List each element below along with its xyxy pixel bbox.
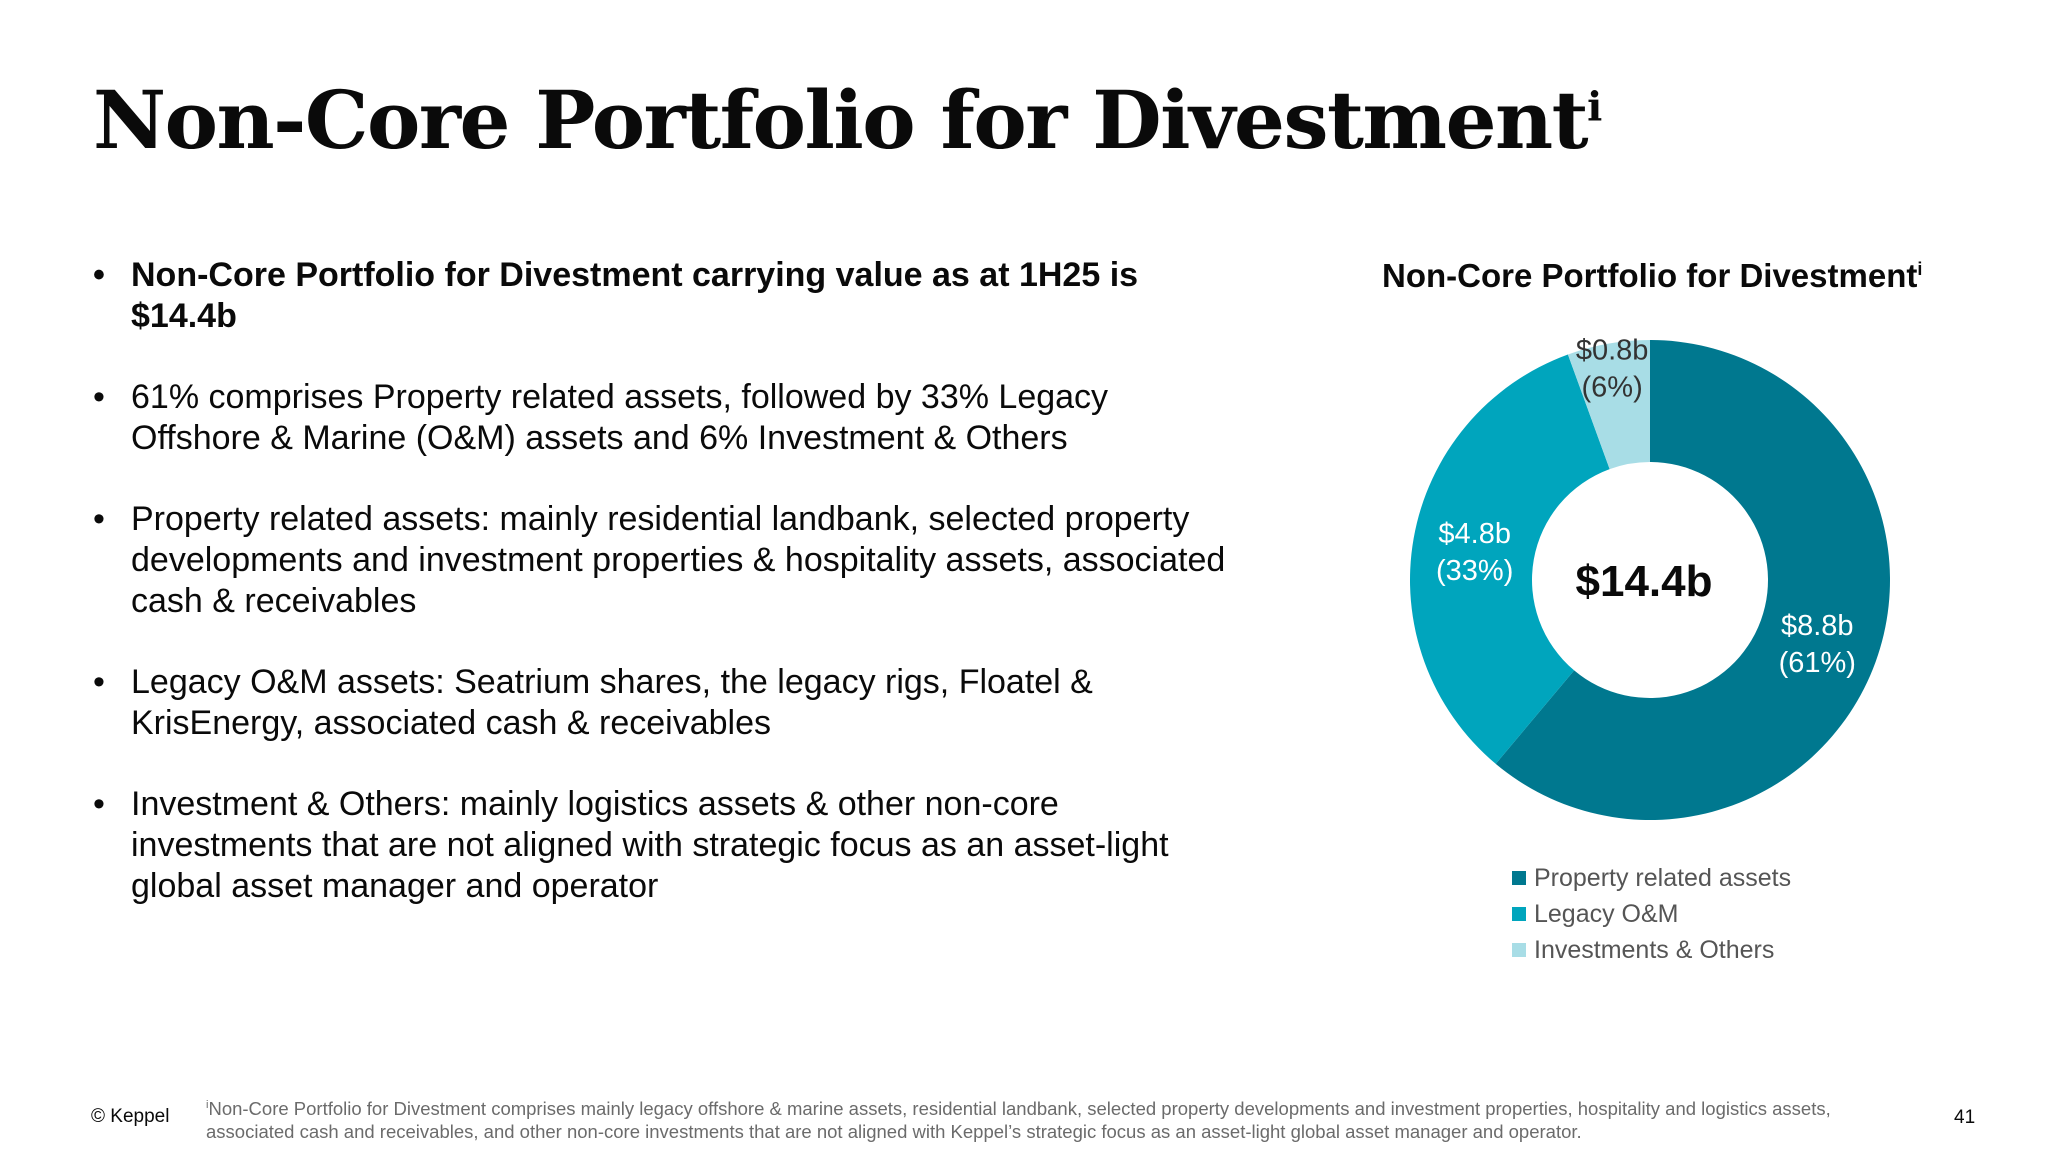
- donut-center-label: $14.4b: [1576, 557, 1713, 606]
- legend-label: Legacy O&M: [1534, 899, 1679, 928]
- bullet-dot: •: [93, 663, 105, 701]
- page-title-text: Non-Core Portfolio for Divestment: [93, 73, 1589, 167]
- footnote-text: Non-Core Portfolio for Divestment compri…: [206, 1098, 1831, 1143]
- footnote-marker: i: [206, 1099, 209, 1111]
- legend-item: Legacy O&M: [1512, 896, 1791, 932]
- slice-percent-label: (33%): [1436, 555, 1513, 587]
- slice-value-label: $8.8b: [1781, 610, 1854, 642]
- donut-slice: [1410, 354, 1610, 764]
- bullet-text: 61% comprises Property related assets, f…: [131, 378, 1109, 457]
- bullet-text: Legacy O&M assets: Seatrium shares, the …: [131, 663, 1093, 742]
- slice-percent-label: (6%): [1582, 371, 1643, 403]
- slice-value-label: $4.8b: [1438, 518, 1511, 550]
- slice-percent-label: (61%): [1779, 647, 1856, 679]
- legend-item: Property related assets: [1512, 860, 1791, 896]
- title-footnote-marker: i: [1587, 83, 1602, 131]
- bullet-item: • Non-Core Portfolio for Divestment carry…: [93, 255, 1243, 337]
- chart-title: Non-Core Portfolio for Divestmenti: [1382, 257, 1922, 295]
- bullet-dot: •: [93, 785, 105, 823]
- donut-slice: [1567, 340, 1650, 470]
- bullet-text: Property related assets: mainly resident…: [131, 500, 1226, 620]
- legend-swatch: [1512, 871, 1526, 885]
- copyright: © Keppel: [91, 1106, 170, 1127]
- chart-title-text: Non-Core Portfolio for Divestment: [1382, 257, 1918, 294]
- chart-title-footnote-marker: i: [1917, 259, 1923, 279]
- donut-chart: $8.8b (61%) $4.8b (33%) $0.8b (6%) $14.4b: [1410, 334, 1890, 820]
- bullet-text: Investment & Others: mainly logistics as…: [131, 785, 1169, 905]
- donut-slice: [1495, 340, 1890, 820]
- legend-label: Property related assets: [1534, 863, 1792, 892]
- bullet-item: • Investment & Others: mainly logistics a…: [93, 784, 1243, 907]
- legend-swatch: [1512, 907, 1526, 921]
- bullet-dot: •: [93, 500, 105, 538]
- bullet-list: • Non-Core Portfolio for Divestment carry…: [93, 255, 1243, 947]
- bullet-dot: •: [93, 378, 105, 416]
- footnote: iNon-Core Portfolio for Divestment compr…: [206, 1094, 1886, 1143]
- bullet-dot: •: [93, 256, 105, 294]
- legend-item: Investments & Others: [1512, 932, 1791, 968]
- bullet-item: • 61% comprises Property related assets, …: [93, 377, 1243, 459]
- legend-label: Investments & Others: [1534, 935, 1775, 964]
- page-number: 41: [1954, 1107, 1976, 1128]
- slice-value-label: $0.8b: [1576, 334, 1649, 366]
- chart-legend: Property related assets Legacy O&M Inves…: [1512, 860, 1791, 968]
- legend-swatch: [1512, 943, 1526, 957]
- bullet-text: Non-Core Portfolio for Divestment carryi…: [131, 256, 1139, 335]
- bullet-item: • Legacy O&M assets: Seatrium shares, the…: [93, 662, 1243, 744]
- page-title: Non-Core Portfolio for Divestmenti: [93, 72, 1602, 168]
- bullet-item: • Property related assets: mainly residen…: [93, 499, 1243, 622]
